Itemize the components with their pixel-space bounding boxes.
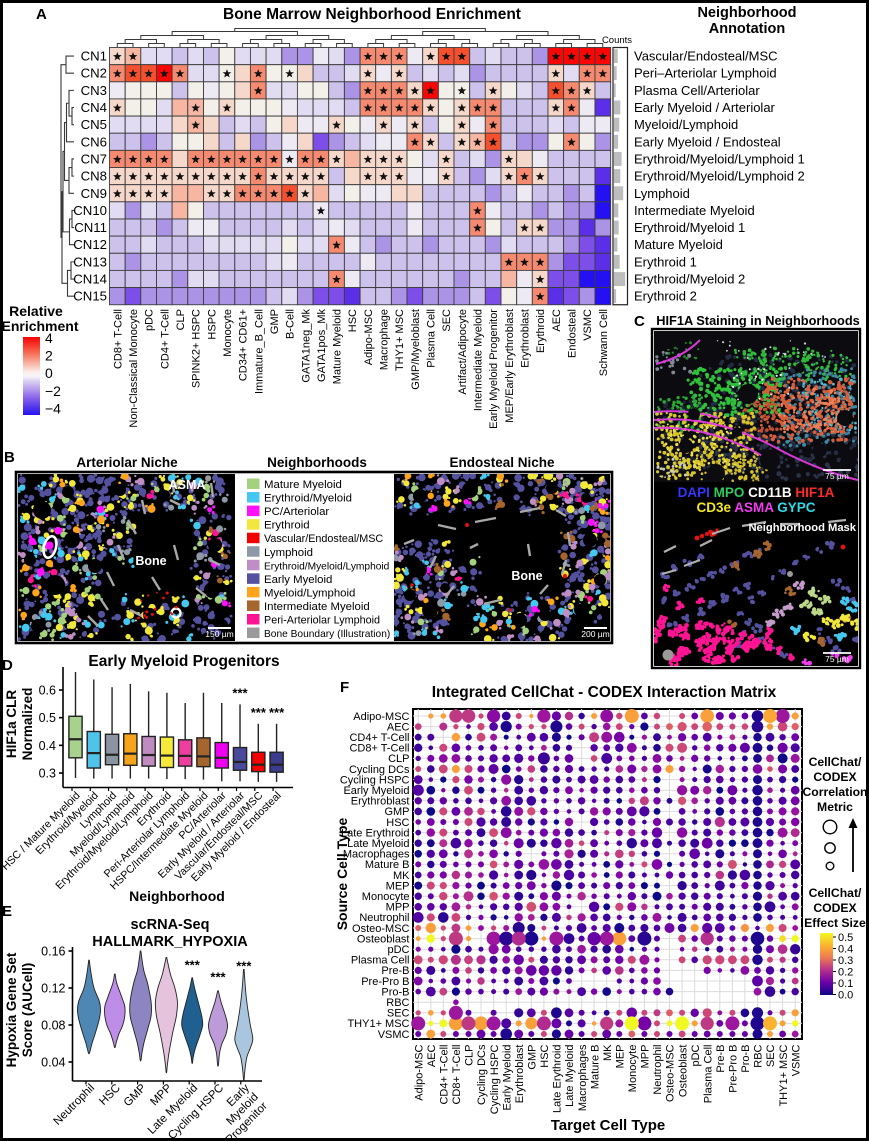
svg-text:2: 2: [45, 348, 53, 364]
svg-text:Erythroid/Myeloid 2: Erythroid/Myeloid 2: [634, 272, 745, 287]
svg-text:Schwann Cell: Schwann Cell: [598, 309, 610, 376]
svg-text:MEP/Early Erythroblast: MEP/Early Erythroblast: [504, 309, 516, 423]
svg-text:CN13: CN13: [73, 254, 107, 269]
svg-text:Relative: Relative: [9, 303, 63, 319]
svg-text:Early Myeloid / Arteriolar: Early Myeloid / Arteriolar: [634, 100, 776, 115]
svg-text:CN1: CN1: [81, 49, 107, 64]
svg-text:pDC: pDC: [144, 309, 156, 331]
svg-text:Mature Myeloid: Mature Myeloid: [634, 237, 723, 252]
svg-text:Non-Classical Monocyte: Non-Classical Monocyte: [128, 309, 140, 428]
svg-text:GATA1pos_Mk: GATA1pos_Mk: [316, 309, 328, 382]
svg-text:Vascular/Endosteal/MSC: Vascular/Endosteal/MSC: [264, 533, 383, 545]
svg-text:CD8+ T-Cell: CD8+ T-Cell: [112, 309, 124, 369]
svg-text:150 µm: 150 µm: [205, 629, 234, 639]
svg-text:CN4: CN4: [81, 100, 107, 115]
svg-text:−4: −4: [45, 400, 61, 416]
svg-text:Early Myeloid: Early Myeloid: [264, 574, 332, 586]
svg-text:Mature Myeloid: Mature Myeloid: [332, 309, 344, 384]
svg-text:CN11: CN11: [74, 220, 107, 235]
svg-text:Erythroid: Erythroid: [264, 520, 310, 532]
svg-text:CLP: CLP: [175, 309, 187, 330]
svg-text:Enrichment: Enrichment: [1, 318, 78, 334]
svg-text:Bone: Bone: [511, 569, 542, 583]
svg-text:A: A: [36, 6, 47, 23]
svg-text:Erythroid/Myeloid: Erythroid/Myeloid: [264, 493, 352, 505]
svg-text:Erythroblast: Erythroblast: [519, 309, 531, 368]
svg-text:Plasma Cell: Plasma Cell: [426, 309, 438, 368]
svg-text:Erythroid/Myeloid/Lymphoid 1: Erythroid/Myeloid/Lymphoid 1: [634, 151, 805, 166]
svg-text:HIF1A Staining in Neighborhood: HIF1A Staining in Neighborhoods: [656, 313, 860, 328]
svg-text:B-Cell: B-Cell: [285, 309, 297, 339]
svg-text:Erythroid 2: Erythroid 2: [634, 289, 697, 304]
svg-text:Myeloid/Lymphoid: Myeloid/Lymphoid: [264, 587, 355, 599]
svg-text:HSPC: HSPC: [206, 309, 218, 340]
svg-text:VSMC: VSMC: [582, 309, 594, 341]
svg-text:CN6: CN6: [81, 134, 107, 149]
svg-text:CN3: CN3: [81, 83, 107, 98]
svg-text:CN15: CN15: [73, 289, 107, 304]
svg-text:Erythroid/Myeloid 1: Erythroid/Myeloid 1: [634, 220, 745, 235]
svg-text:GMP/Myeloblast: GMP/Myeloblast: [410, 309, 422, 390]
svg-text:Vascular/Endosteal/MSC: Vascular/Endosteal/MSC: [634, 49, 778, 64]
svg-text:Bone Marrow Neighborhood Enric: Bone Marrow Neighborhood Enrichment: [223, 6, 521, 23]
svg-text:THY1+ MSC: THY1+ MSC: [394, 309, 406, 371]
svg-text:−2: −2: [45, 383, 61, 399]
svg-text:CN10: CN10: [73, 203, 107, 218]
svg-text:CD4+ T-Cell: CD4+ T-Cell: [159, 309, 171, 369]
svg-text:CD34+ CD61+: CD34+ CD61+: [238, 309, 250, 381]
svg-text:ASMA: ASMA: [169, 478, 206, 492]
svg-text:CN7: CN7: [81, 151, 107, 166]
svg-text:GMP: GMP: [269, 309, 281, 334]
svg-text:200 µm: 200 µm: [581, 629, 610, 639]
svg-text:PC/Arteriolar: PC/Arteriolar: [264, 506, 329, 518]
svg-text:GATA1neg_Mk: GATA1neg_Mk: [300, 309, 312, 383]
svg-text:CN14: CN14: [73, 272, 107, 287]
svg-text:Erythroid/Myeloid/Lymphoid: Erythroid/Myeloid/Lymphoid: [264, 561, 390, 572]
svg-text:Monocyte: Monocyte: [222, 309, 234, 357]
svg-text:Bone: Bone: [135, 554, 166, 568]
svg-text:Peri–Arteriolar Lymphoid: Peri–Arteriolar Lymphoid: [634, 66, 777, 81]
svg-text:CN8: CN8: [81, 169, 107, 184]
svg-text:Adipo-MSC: Adipo-MSC: [363, 309, 375, 365]
svg-text:Macrophage: Macrophage: [379, 309, 391, 370]
svg-text:Endosteal Niche: Endosteal Niche: [449, 455, 555, 470]
svg-text:Annotation: Annotation: [709, 21, 786, 37]
svg-text:Early Myeloid Progenitor: Early Myeloid Progenitor: [488, 309, 500, 429]
svg-text:AEC: AEC: [551, 309, 563, 332]
svg-text:0: 0: [45, 365, 53, 381]
svg-text:Endosteal: Endosteal: [566, 309, 578, 358]
svg-text:Neighborhood: Neighborhood: [697, 5, 796, 21]
svg-text:Plasma Cell/Arteriolar: Plasma Cell/Arteriolar: [634, 83, 760, 98]
svg-text:Intermediate Myeloid: Intermediate Myeloid: [473, 309, 485, 411]
svg-text:Arteriolar Niche: Arteriolar Niche: [76, 455, 178, 470]
svg-text:Intermediate Myeloid: Intermediate Myeloid: [264, 601, 370, 613]
svg-text:CN9: CN9: [81, 186, 107, 201]
svg-text:Counts: Counts: [602, 35, 632, 46]
svg-text:HSC: HSC: [347, 309, 359, 332]
svg-text:Artifact/Adipocyte: Artifact/Adipocyte: [457, 309, 469, 395]
svg-text:Lymphoid: Lymphoid: [634, 186, 690, 201]
svg-text:Peri-Arteriolar Lymphoid: Peri-Arteriolar Lymphoid: [264, 615, 380, 627]
svg-text:Myeloid/Lymphoid: Myeloid/Lymphoid: [634, 117, 738, 132]
svg-text:Lymphoid: Lymphoid: [264, 547, 313, 559]
svg-text:CN2: CN2: [81, 66, 107, 81]
svg-text:Bone Boundary (Illustration): Bone Boundary (Illustration): [264, 629, 390, 640]
svg-text:Erythroid 1: Erythroid 1: [634, 254, 697, 269]
svg-text:SPINK2+ HSPC: SPINK2+ HSPC: [191, 309, 203, 388]
svg-text:Erythroid/Myeloid/Lymphoid 2: Erythroid/Myeloid/Lymphoid 2: [634, 169, 805, 184]
svg-text:4: 4: [45, 330, 53, 346]
svg-text:Early Myeloid / Endosteal: Early Myeloid / Endosteal: [634, 134, 781, 149]
svg-text:B: B: [4, 449, 15, 466]
svg-text:C: C: [634, 313, 645, 330]
svg-text:CN12: CN12: [73, 237, 107, 252]
svg-text:Erythroid: Erythroid: [535, 309, 547, 353]
svg-text:Mature Myeloid: Mature Myeloid: [264, 479, 342, 491]
svg-text:Intermediate Myeloid: Intermediate Myeloid: [634, 203, 755, 218]
svg-text:CN5: CN5: [81, 117, 107, 132]
svg-text:Immature_B_Cell: Immature_B_Cell: [253, 309, 265, 394]
svg-text:Neighborhoods: Neighborhoods: [267, 455, 367, 470]
svg-text:SEC: SEC: [441, 309, 453, 332]
